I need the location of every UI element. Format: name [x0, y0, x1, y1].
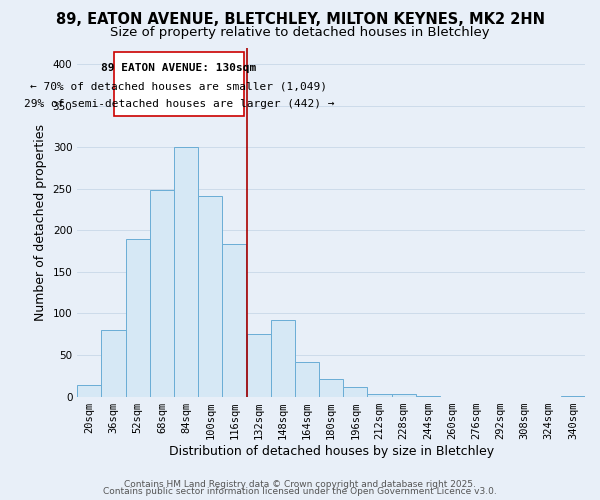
Text: 29% of semi-detached houses are larger (442) →: 29% of semi-detached houses are larger (… — [23, 99, 334, 109]
Y-axis label: Number of detached properties: Number of detached properties — [34, 124, 47, 320]
Bar — [319, 379, 343, 396]
Text: Contains public sector information licensed under the Open Government Licence v3: Contains public sector information licen… — [103, 487, 497, 496]
FancyBboxPatch shape — [113, 52, 244, 116]
Bar — [271, 320, 295, 396]
Text: 89 EATON AVENUE: 130sqm: 89 EATON AVENUE: 130sqm — [101, 64, 256, 74]
Bar — [367, 394, 392, 396]
Bar — [247, 334, 271, 396]
Bar — [392, 394, 416, 396]
Bar — [77, 385, 101, 396]
Bar — [198, 196, 223, 396]
Text: ← 70% of detached houses are smaller (1,049): ← 70% of detached houses are smaller (1,… — [31, 82, 328, 92]
Text: 89, EATON AVENUE, BLETCHLEY, MILTON KEYNES, MK2 2HN: 89, EATON AVENUE, BLETCHLEY, MILTON KEYN… — [56, 12, 545, 28]
Bar — [223, 244, 247, 396]
Bar — [343, 388, 367, 396]
Bar — [101, 330, 125, 396]
Text: Size of property relative to detached houses in Bletchley: Size of property relative to detached ho… — [110, 26, 490, 39]
Bar — [174, 147, 198, 396]
Bar — [125, 238, 150, 396]
X-axis label: Distribution of detached houses by size in Bletchley: Distribution of detached houses by size … — [169, 444, 494, 458]
Text: Contains HM Land Registry data © Crown copyright and database right 2025.: Contains HM Land Registry data © Crown c… — [124, 480, 476, 489]
Bar — [150, 190, 174, 396]
Bar — [295, 362, 319, 396]
